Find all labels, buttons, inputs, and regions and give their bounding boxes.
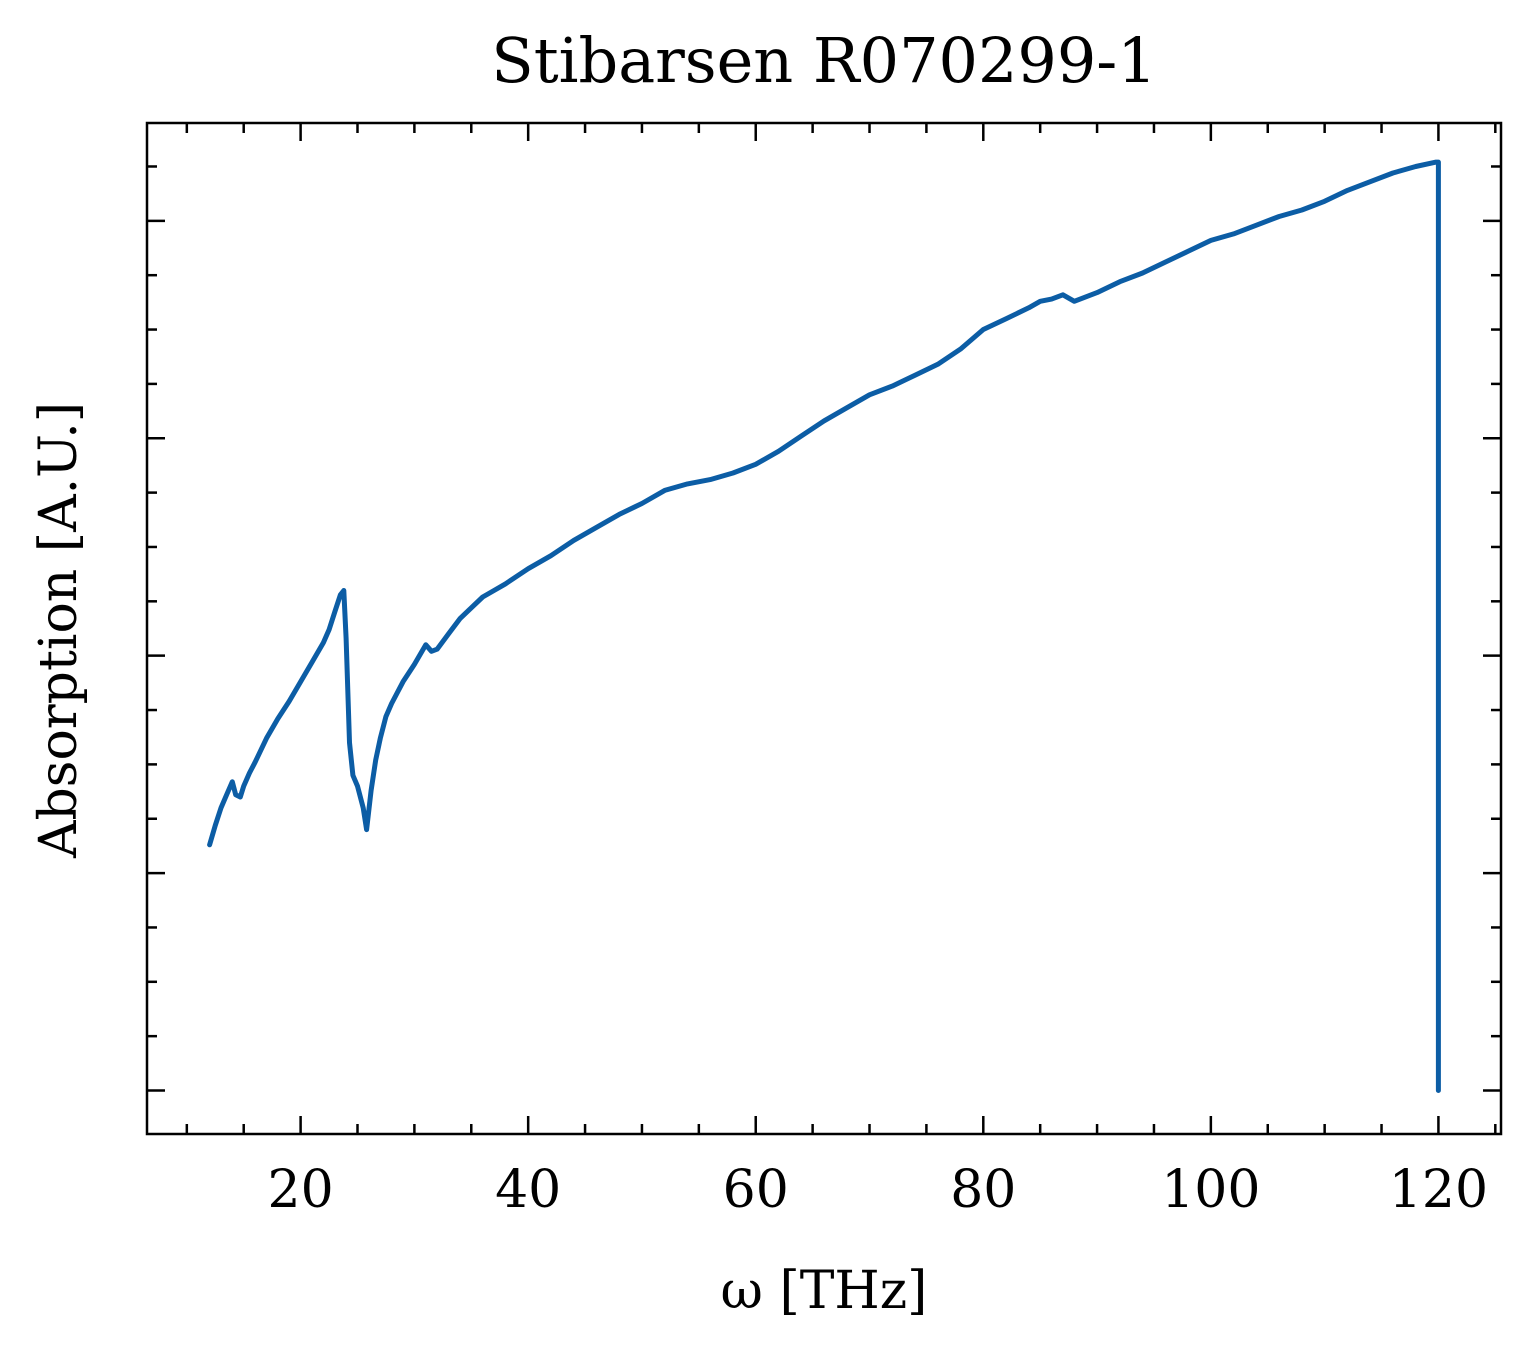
axis-ticks: 20 40 60 80 100 120 — [147, 123, 1501, 1220]
plot-area — [207, 159, 1441, 1093]
x-tick-label: 20 — [268, 1160, 334, 1220]
series-line — [207, 159, 1441, 1093]
x-tick-label: 100 — [1161, 1160, 1260, 1220]
chart-title: Stibarsen R070299-1 — [491, 24, 1156, 97]
x-tick-label: 60 — [723, 1160, 789, 1220]
x-axis-label: ω [THz] — [721, 1261, 928, 1321]
x-tick-label: 40 — [495, 1160, 561, 1220]
x-tick-label: 120 — [1389, 1160, 1488, 1220]
y-axis-label: Absorption [A.U.] — [29, 402, 89, 859]
axes-frame — [145, 121, 1503, 1136]
x-tick-label: 80 — [950, 1160, 1016, 1220]
